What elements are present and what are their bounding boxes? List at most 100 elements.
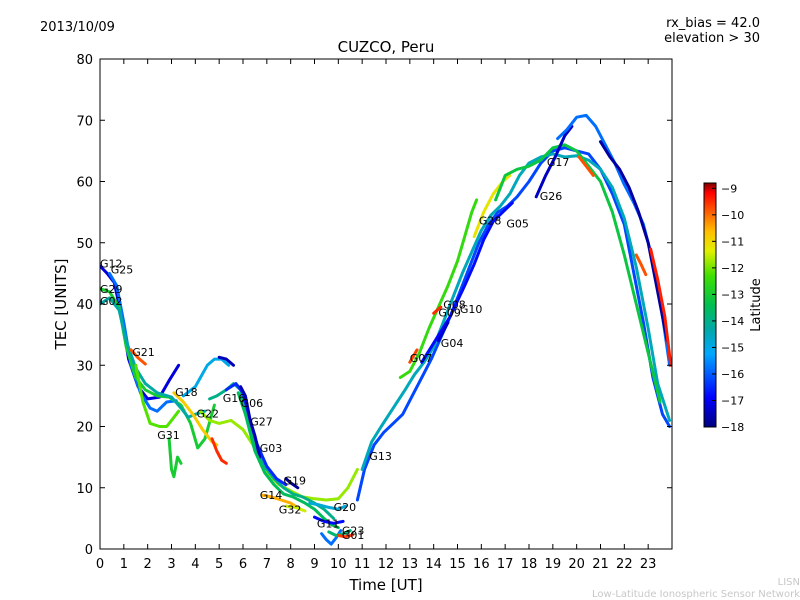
y-tick-label: 70 (76, 114, 93, 129)
x-axis-label: Time [UT] (348, 576, 422, 594)
series-label-g09: G09 (438, 306, 461, 319)
colorbar-tick-label: −17 (721, 394, 744, 407)
colorbar-tick-label: −13 (721, 288, 744, 301)
x-tick-label: 12 (378, 557, 395, 572)
x-tick-label: 13 (402, 557, 419, 572)
chart-title: CUZCO, Peru (338, 38, 435, 56)
series-g27 (239, 385, 262, 459)
series-label-g13: G13 (369, 450, 392, 463)
colorbar-label: Latitude (749, 278, 764, 332)
y-tick-label: 0 (85, 543, 93, 558)
x-tick-label: 0 (96, 557, 104, 572)
series-g21 (129, 348, 147, 366)
series-g17 (494, 143, 662, 404)
series-label-g12: G12 (100, 257, 123, 270)
series-layer (100, 113, 672, 546)
series-g31 (134, 363, 181, 428)
footer-long: Low-Latitude Ionospheric Sensor Network (592, 589, 800, 600)
x-tick-label: 23 (640, 557, 657, 572)
series-g28 (472, 173, 512, 239)
y-tick-label: 50 (76, 237, 93, 252)
series-label-g32: G32 (279, 504, 302, 517)
x-tick-label: 19 (545, 557, 562, 572)
series-label-g28: G28 (479, 214, 502, 227)
y-tick-label: 30 (76, 359, 93, 374)
x-tick-label: 16 (473, 557, 490, 572)
y-tick-label: 40 (76, 298, 93, 313)
series-label-g16: G16 (223, 392, 246, 405)
series-g29 (100, 287, 216, 450)
x-tick-label: 10 (330, 557, 347, 572)
x-tick-label: 21 (592, 557, 609, 572)
series-g04 (436, 320, 450, 343)
series-label-g17: G17 (547, 156, 570, 169)
series-label-g19: G19 (284, 475, 307, 488)
x-tick-label: 17 (497, 557, 514, 572)
series-label-g08: G08 (443, 298, 466, 311)
series-g23 (181, 357, 231, 398)
series-g09 (432, 305, 443, 315)
series-g20 (308, 501, 347, 511)
series-g26b (556, 113, 672, 367)
x-tick-label: 9 (310, 557, 318, 572)
series-label-g02: G02 (100, 295, 123, 308)
series-label-g11: G11 (317, 518, 340, 531)
series-label-g31: G31 (157, 429, 180, 442)
x-tick-label: 22 (616, 557, 633, 572)
series-label-g05: G05 (506, 217, 529, 230)
colorbar-tick-label: −18 (721, 421, 744, 434)
series-g07 (408, 348, 419, 364)
series-g22b (210, 437, 228, 465)
colorbar (703, 182, 717, 428)
x-tick-label: 14 (425, 557, 442, 572)
series-labels: G12G25G29G02G21G18G31G22G16G06G27G03G19G… (100, 156, 569, 542)
y-tick-label: 20 (76, 421, 93, 436)
y-tick-label: 80 (76, 53, 93, 68)
series-label-g18: G18 (175, 386, 198, 399)
series-label-g20: G20 (334, 501, 357, 514)
series-label-g06: G06 (241, 397, 264, 410)
date-label: 2013/10/09 (40, 20, 115, 35)
y-axis-label: TEC [UNITS] (52, 259, 70, 351)
x-tick-label: 1 (120, 557, 128, 572)
colorbar-tick-label: −15 (721, 341, 744, 354)
series-label-g23: G23 (342, 524, 365, 537)
x-tick-label: 7 (263, 557, 271, 572)
series-g01 (336, 533, 355, 539)
colorbar-tick-label: −16 (721, 368, 744, 381)
series-g22 (198, 409, 359, 502)
series-label-g29: G29 (100, 283, 123, 296)
series-g11 (313, 515, 345, 525)
x-tick-label: 18 (521, 557, 538, 572)
colorbar-tick-label: −11 (721, 235, 744, 248)
series-g30b (649, 247, 672, 367)
series-label-g01: G01 (342, 529, 365, 542)
series-g32 (284, 504, 307, 513)
y-tick-label: 10 (76, 482, 93, 497)
colorbar-tick-label: −14 (721, 315, 744, 328)
axis-ticks: 0 1 2 3 4 5 6 7 8 9 10 11 12 13 14 15 16 17 18 19 20 21 22 2301… (76, 53, 672, 572)
series-g02 (100, 296, 207, 419)
series-label-g25: G25 (111, 263, 134, 276)
series-label-g27: G27 (250, 415, 273, 428)
colorbar-tick-label: −9 (721, 182, 737, 195)
series-g26c (599, 140, 669, 343)
series-label-g03: G03 (260, 442, 283, 455)
series-g19 (284, 477, 300, 490)
series-g26 (534, 124, 574, 199)
series-g23b (217, 355, 235, 367)
x-tick-label: 2 (144, 557, 152, 572)
x-tick-label: 20 (568, 557, 585, 572)
series-g13 (355, 146, 672, 502)
x-tick-label: 5 (215, 557, 223, 572)
x-tick-label: 15 (449, 557, 466, 572)
x-tick-label: 11 (354, 557, 371, 572)
x-tick-label: 6 (239, 557, 247, 572)
colorbar-tick-label: −12 (721, 262, 744, 275)
x-tick-label: 8 (287, 557, 295, 572)
series-label-g26: G26 (540, 190, 563, 203)
series-g03 (236, 391, 340, 530)
series-g17b (577, 155, 595, 177)
colorbar-tick-label: −10 (721, 209, 744, 222)
series-g30 (634, 253, 648, 277)
